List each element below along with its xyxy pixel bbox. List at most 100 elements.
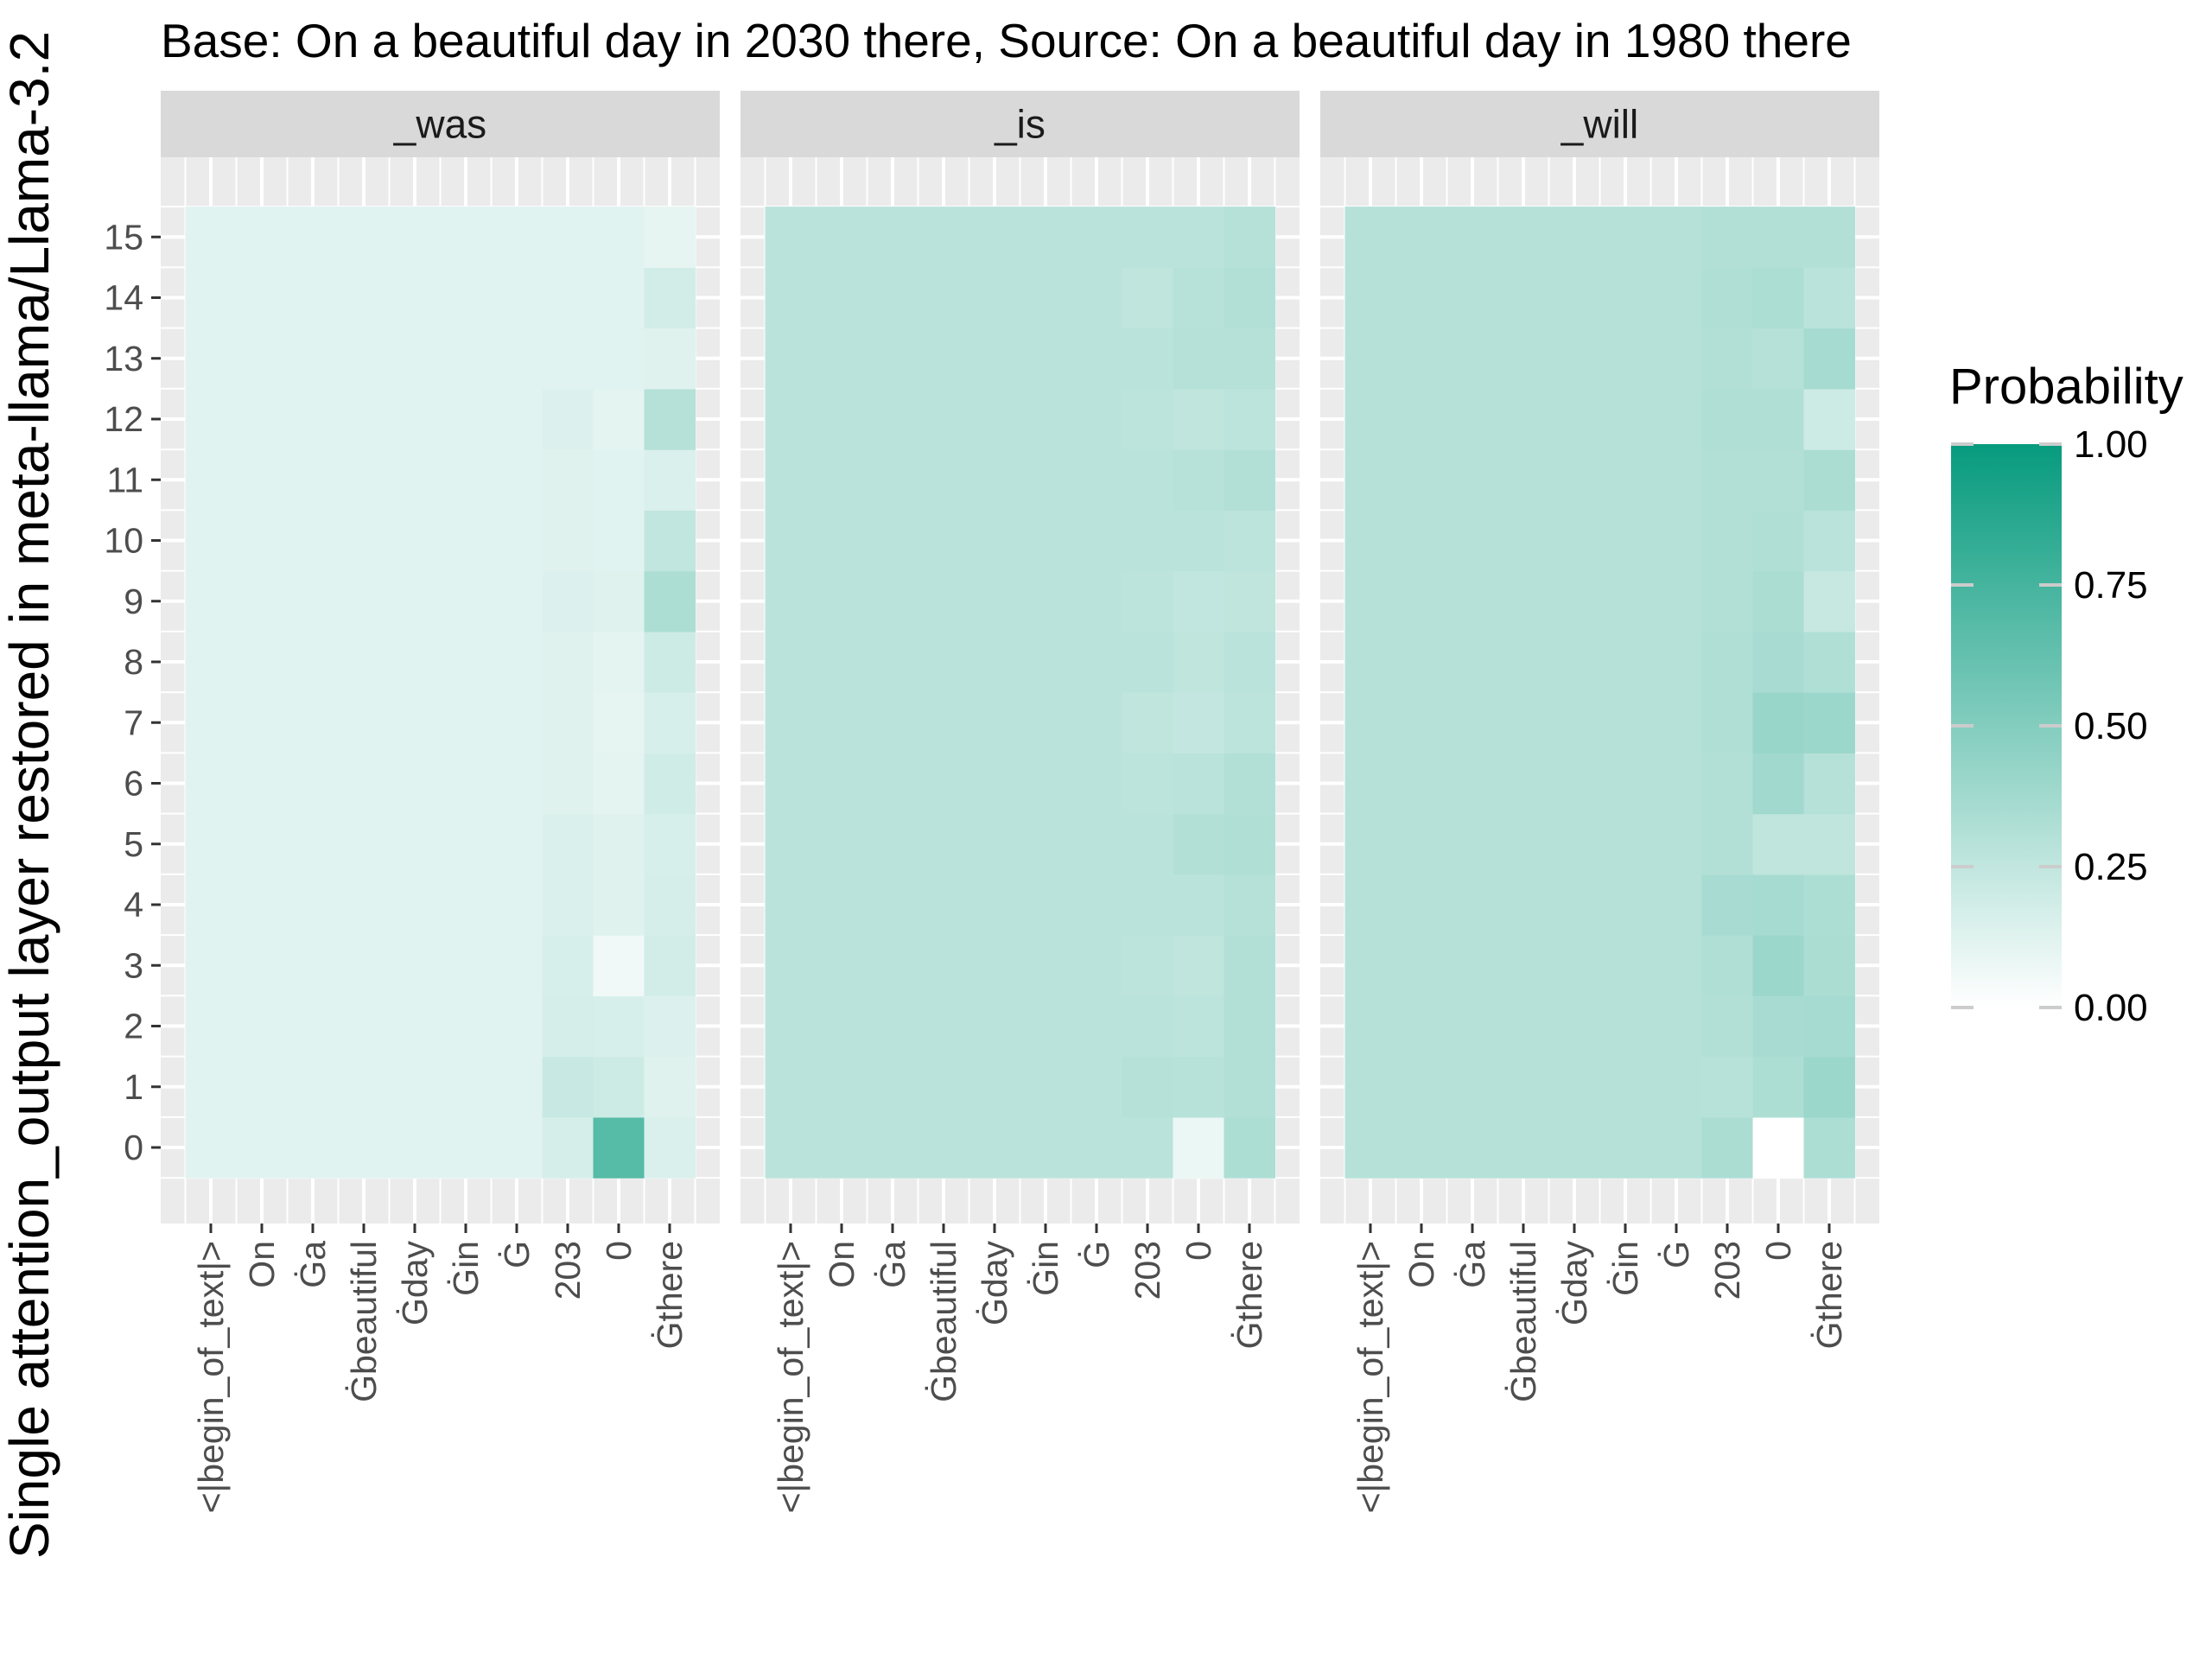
chart-title: Base: On a beautiful day in 2030 there, … [161, 14, 1852, 67]
heatmap-tile [765, 510, 817, 572]
heatmap-tile [1650, 510, 1703, 572]
heatmap-tile [1497, 935, 1550, 996]
x-tick-label: Ġ [1656, 1241, 1696, 1268]
heatmap-tile [867, 874, 919, 936]
heatmap-tiles [185, 207, 696, 1179]
heatmap-tile [1548, 631, 1601, 693]
heatmap-tile [1599, 753, 1652, 815]
heatmap-tile [1803, 388, 1856, 450]
heatmap-tile [918, 631, 970, 693]
heatmap-tile [389, 1116, 442, 1179]
heatmap-tile [1224, 874, 1276, 936]
heatmap-tile [1020, 327, 1072, 390]
x-tick-label: On [1402, 1241, 1441, 1288]
heatmap-tile [1650, 388, 1703, 450]
x-tick-label: Ġa [1452, 1241, 1492, 1288]
heatmap-tile [1122, 813, 1174, 875]
heatmap-tile [440, 449, 493, 511]
heatmap-tile [1599, 813, 1652, 875]
heatmap-tile [867, 1056, 919, 1118]
heatmap-tile [1446, 388, 1499, 450]
heatmap-tile [185, 207, 238, 268]
heatmap-tile [1446, 570, 1499, 632]
heatmap-tiles [1344, 207, 1856, 1179]
heatmap-tile [440, 207, 493, 268]
heatmap-tile [644, 327, 696, 390]
heatmap-tile [440, 1056, 493, 1118]
heatmap-tile [338, 510, 391, 572]
x-tick-label: Ġa [873, 1241, 912, 1288]
heatmap-tile [1395, 327, 1448, 390]
heatmap-tile [1224, 813, 1276, 875]
heatmap-tile [1071, 1116, 1123, 1179]
heatmap-tile [867, 813, 919, 875]
heatmap-tile [918, 570, 970, 632]
heatmap-tile [867, 388, 919, 450]
heatmap-tile [1344, 570, 1397, 632]
heatmap-tile [1344, 753, 1397, 815]
x-tick-label: 203 [1707, 1241, 1747, 1300]
y-tick-label: 11 [106, 460, 143, 499]
heatmap-tile [1497, 1056, 1550, 1118]
x-tick-label: On [822, 1241, 861, 1288]
heatmap-tile [1344, 935, 1397, 996]
heatmap-tile [1650, 995, 1703, 1058]
heatmap-tile [389, 449, 442, 511]
heatmap-tile [816, 935, 868, 996]
heatmap-tile [542, 388, 594, 450]
heatmap-tile [491, 388, 543, 450]
heatmap-tile [1344, 388, 1397, 450]
heatmap-tile [185, 1056, 238, 1118]
heatmap-tile [867, 267, 919, 329]
x-tick-label: Ġday [975, 1241, 1014, 1325]
facet-will-panel: _will <|begin_of_text|> On Ġa Ġbeautiful Ġday… [1320, 91, 1879, 1513]
heatmap-tile [338, 935, 391, 996]
heatmap-tile [1548, 935, 1601, 996]
heatmap-tile [236, 449, 289, 511]
heatmap-tile [236, 327, 289, 390]
heatmap-tile [338, 267, 391, 329]
heatmap-tile [1173, 267, 1225, 329]
heatmap-tile [1599, 995, 1652, 1058]
heatmap-tile [1548, 207, 1601, 268]
heatmap-tile [185, 753, 238, 815]
y-tick-label: 10 [104, 521, 143, 561]
heatmap-tile [1395, 1056, 1448, 1118]
heatmap-tile [816, 570, 868, 632]
heatmap-tile [236, 995, 289, 1058]
heatmap-tile [644, 874, 696, 936]
heatmap-tile [440, 813, 493, 875]
heatmap-tile [1020, 1056, 1072, 1118]
heatmap-tile [918, 388, 970, 450]
heatmap-tile [644, 570, 696, 632]
heatmap-tile [816, 267, 868, 329]
heatmap-tile [1752, 1116, 1805, 1179]
heatmap-tile [338, 995, 391, 1058]
y-tick-label: 3 [124, 945, 143, 985]
heatmap-tile [236, 874, 289, 936]
heatmap-tile [1701, 510, 1754, 572]
heatmap-tile [765, 267, 817, 329]
heatmap-tile [1224, 327, 1276, 390]
facet-strip-label: _will [1560, 102, 1638, 147]
heatmap-tile [389, 995, 442, 1058]
heatmap-tile [236, 631, 289, 693]
heatmap-tile [1803, 327, 1856, 390]
heatmap-tile [1071, 935, 1123, 996]
heatmap-tile [918, 1116, 970, 1179]
heatmap-tile [1446, 510, 1499, 572]
heatmap-tile [236, 692, 289, 753]
heatmap-tile [491, 510, 543, 572]
heatmap-tile [1224, 1056, 1276, 1118]
heatmap-tile [1173, 449, 1225, 511]
heatmap-tile [1122, 995, 1174, 1058]
heatmap-tile [1224, 935, 1276, 996]
heatmap-tile [185, 935, 238, 996]
heatmap-tile [1650, 449, 1703, 511]
heatmap-tile [542, 813, 594, 875]
heatmap-tile [867, 510, 919, 572]
heatmap-tile [542, 449, 594, 511]
heatmap-tile [389, 935, 442, 996]
heatmap-tile [867, 995, 919, 1058]
x-tick-label: Ġday [395, 1241, 435, 1325]
